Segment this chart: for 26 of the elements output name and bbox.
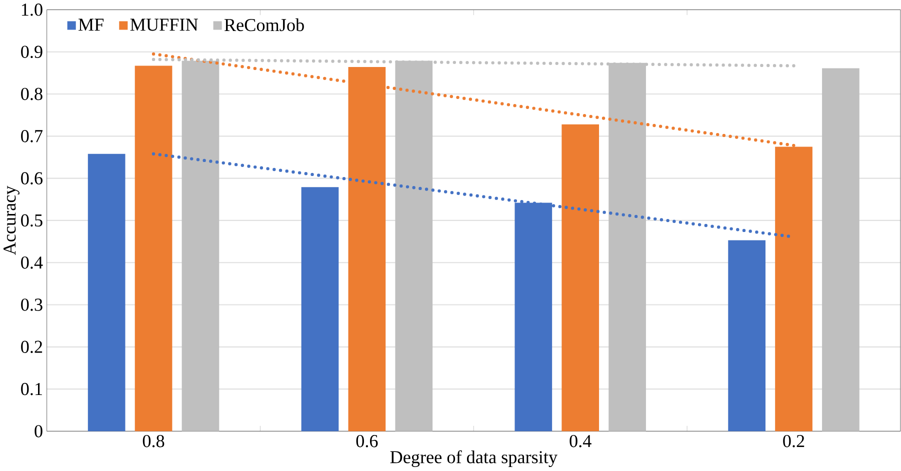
- y-tick-label: 0.2: [21, 340, 42, 354]
- y-tick-label: 0.9: [21, 46, 42, 58]
- bar: [88, 154, 126, 432]
- legend-label: ReComJob: [224, 18, 304, 32]
- y-tick-label: 0: [34, 425, 42, 438]
- y-tick-label: 0.5: [21, 214, 42, 227]
- y-tick-label: 0.8: [21, 88, 42, 100]
- legend-label: MUFFIN: [130, 18, 198, 32]
- bar: [301, 187, 339, 432]
- bar: [562, 124, 600, 432]
- bar: [728, 240, 766, 432]
- y-tick-label: 0.1: [21, 383, 42, 396]
- x-tick-label: 0.2: [783, 435, 804, 448]
- x-tick-label: 0.8: [142, 435, 164, 448]
- y-tick-label: 0.7: [21, 130, 43, 143]
- x-tick-label: 0.6: [356, 435, 378, 448]
- bar: [134, 66, 172, 432]
- y-tick-label: 0.4: [21, 256, 43, 269]
- legend-label: MF: [78, 18, 104, 31]
- y-tick-label: 1.0: [22, 4, 42, 16]
- x-tick-label: 0.4: [570, 435, 592, 448]
- bar: [822, 68, 860, 432]
- y-tick-label: 0.6: [21, 172, 43, 185]
- y-tick-label: 0.3: [21, 298, 42, 312]
- x-axis-title: Degree of data sparsity: [390, 450, 558, 468]
- y-axis-title: Accuracy: [4, 186, 20, 256]
